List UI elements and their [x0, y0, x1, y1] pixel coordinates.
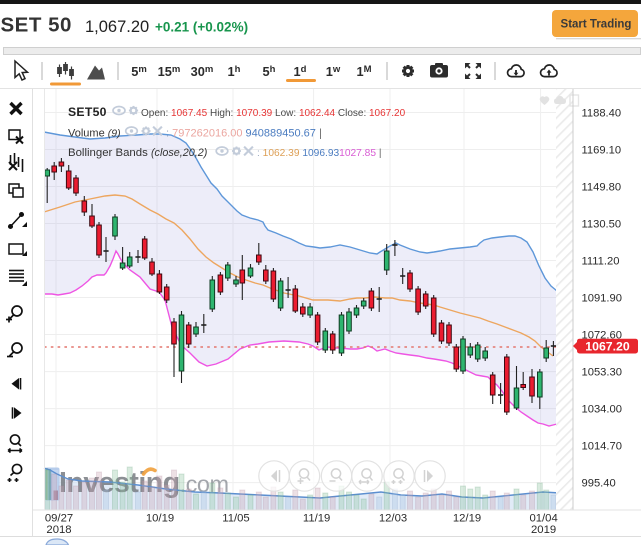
svg-text:11/05: 11/05 [222, 513, 249, 525]
svg-text:1188.40: 1188.40 [582, 107, 622, 119]
svg-text:2019: 2019 [531, 524, 556, 536]
svg-text:Open: 1067.45 High: 1070.39 Lo: Open: 1067.45 High: 1070.39 Low: 1062.44… [141, 108, 406, 119]
svg-text:1053.30: 1053.30 [582, 366, 622, 378]
svg-text:SET50: SET50 [68, 105, 107, 119]
svg-text:1169.10: 1169.10 [582, 144, 622, 156]
svg-text:12/19: 12/19 [453, 513, 481, 525]
svg-text:1,067.20: 1,067.20 [85, 18, 149, 36]
svg-text:10/19: 10/19 [146, 513, 174, 525]
svg-text:1072.60: 1072.60 [582, 329, 622, 341]
svg-text:1034.00: 1034.00 [582, 403, 622, 415]
svg-text:01/04: 01/04 [529, 513, 557, 525]
svg-text:12/03: 12/03 [379, 513, 407, 525]
svg-text:SET 50: SET 50 [1, 14, 72, 37]
svg-text:1014.70: 1014.70 [582, 440, 622, 452]
svg-text:1130.50: 1130.50 [582, 218, 622, 230]
svg-text:1067.20: 1067.20 [585, 339, 630, 353]
svg-text:1091.90: 1091.90 [582, 292, 622, 304]
svg-text:Start Trading: Start Trading [561, 19, 632, 31]
svg-text:Volume (9): Volume (9) [68, 128, 121, 140]
svg-text:: 797262016.00 940889450.67 |: : 797262016.00 940889450.67 | [166, 128, 322, 140]
svg-text:995.40: 995.40 [582, 477, 616, 489]
svg-text:Bollinger Bands (close,20,2): Bollinger Bands (close,20,2) [68, 147, 207, 159]
svg-text:11/19: 11/19 [303, 513, 330, 525]
svg-text:+0.21 (+0.02%): +0.21 (+0.02%) [155, 20, 248, 35]
svg-text:: 1062.39 1096.931027.85 |: : 1062.39 1096.931027.85 | [257, 148, 382, 159]
svg-text:09/27: 09/27 [45, 513, 73, 525]
svg-text:1111.20: 1111.20 [582, 255, 620, 267]
svg-text:2018: 2018 [46, 524, 71, 536]
svg-text:1149.80: 1149.80 [582, 181, 622, 193]
